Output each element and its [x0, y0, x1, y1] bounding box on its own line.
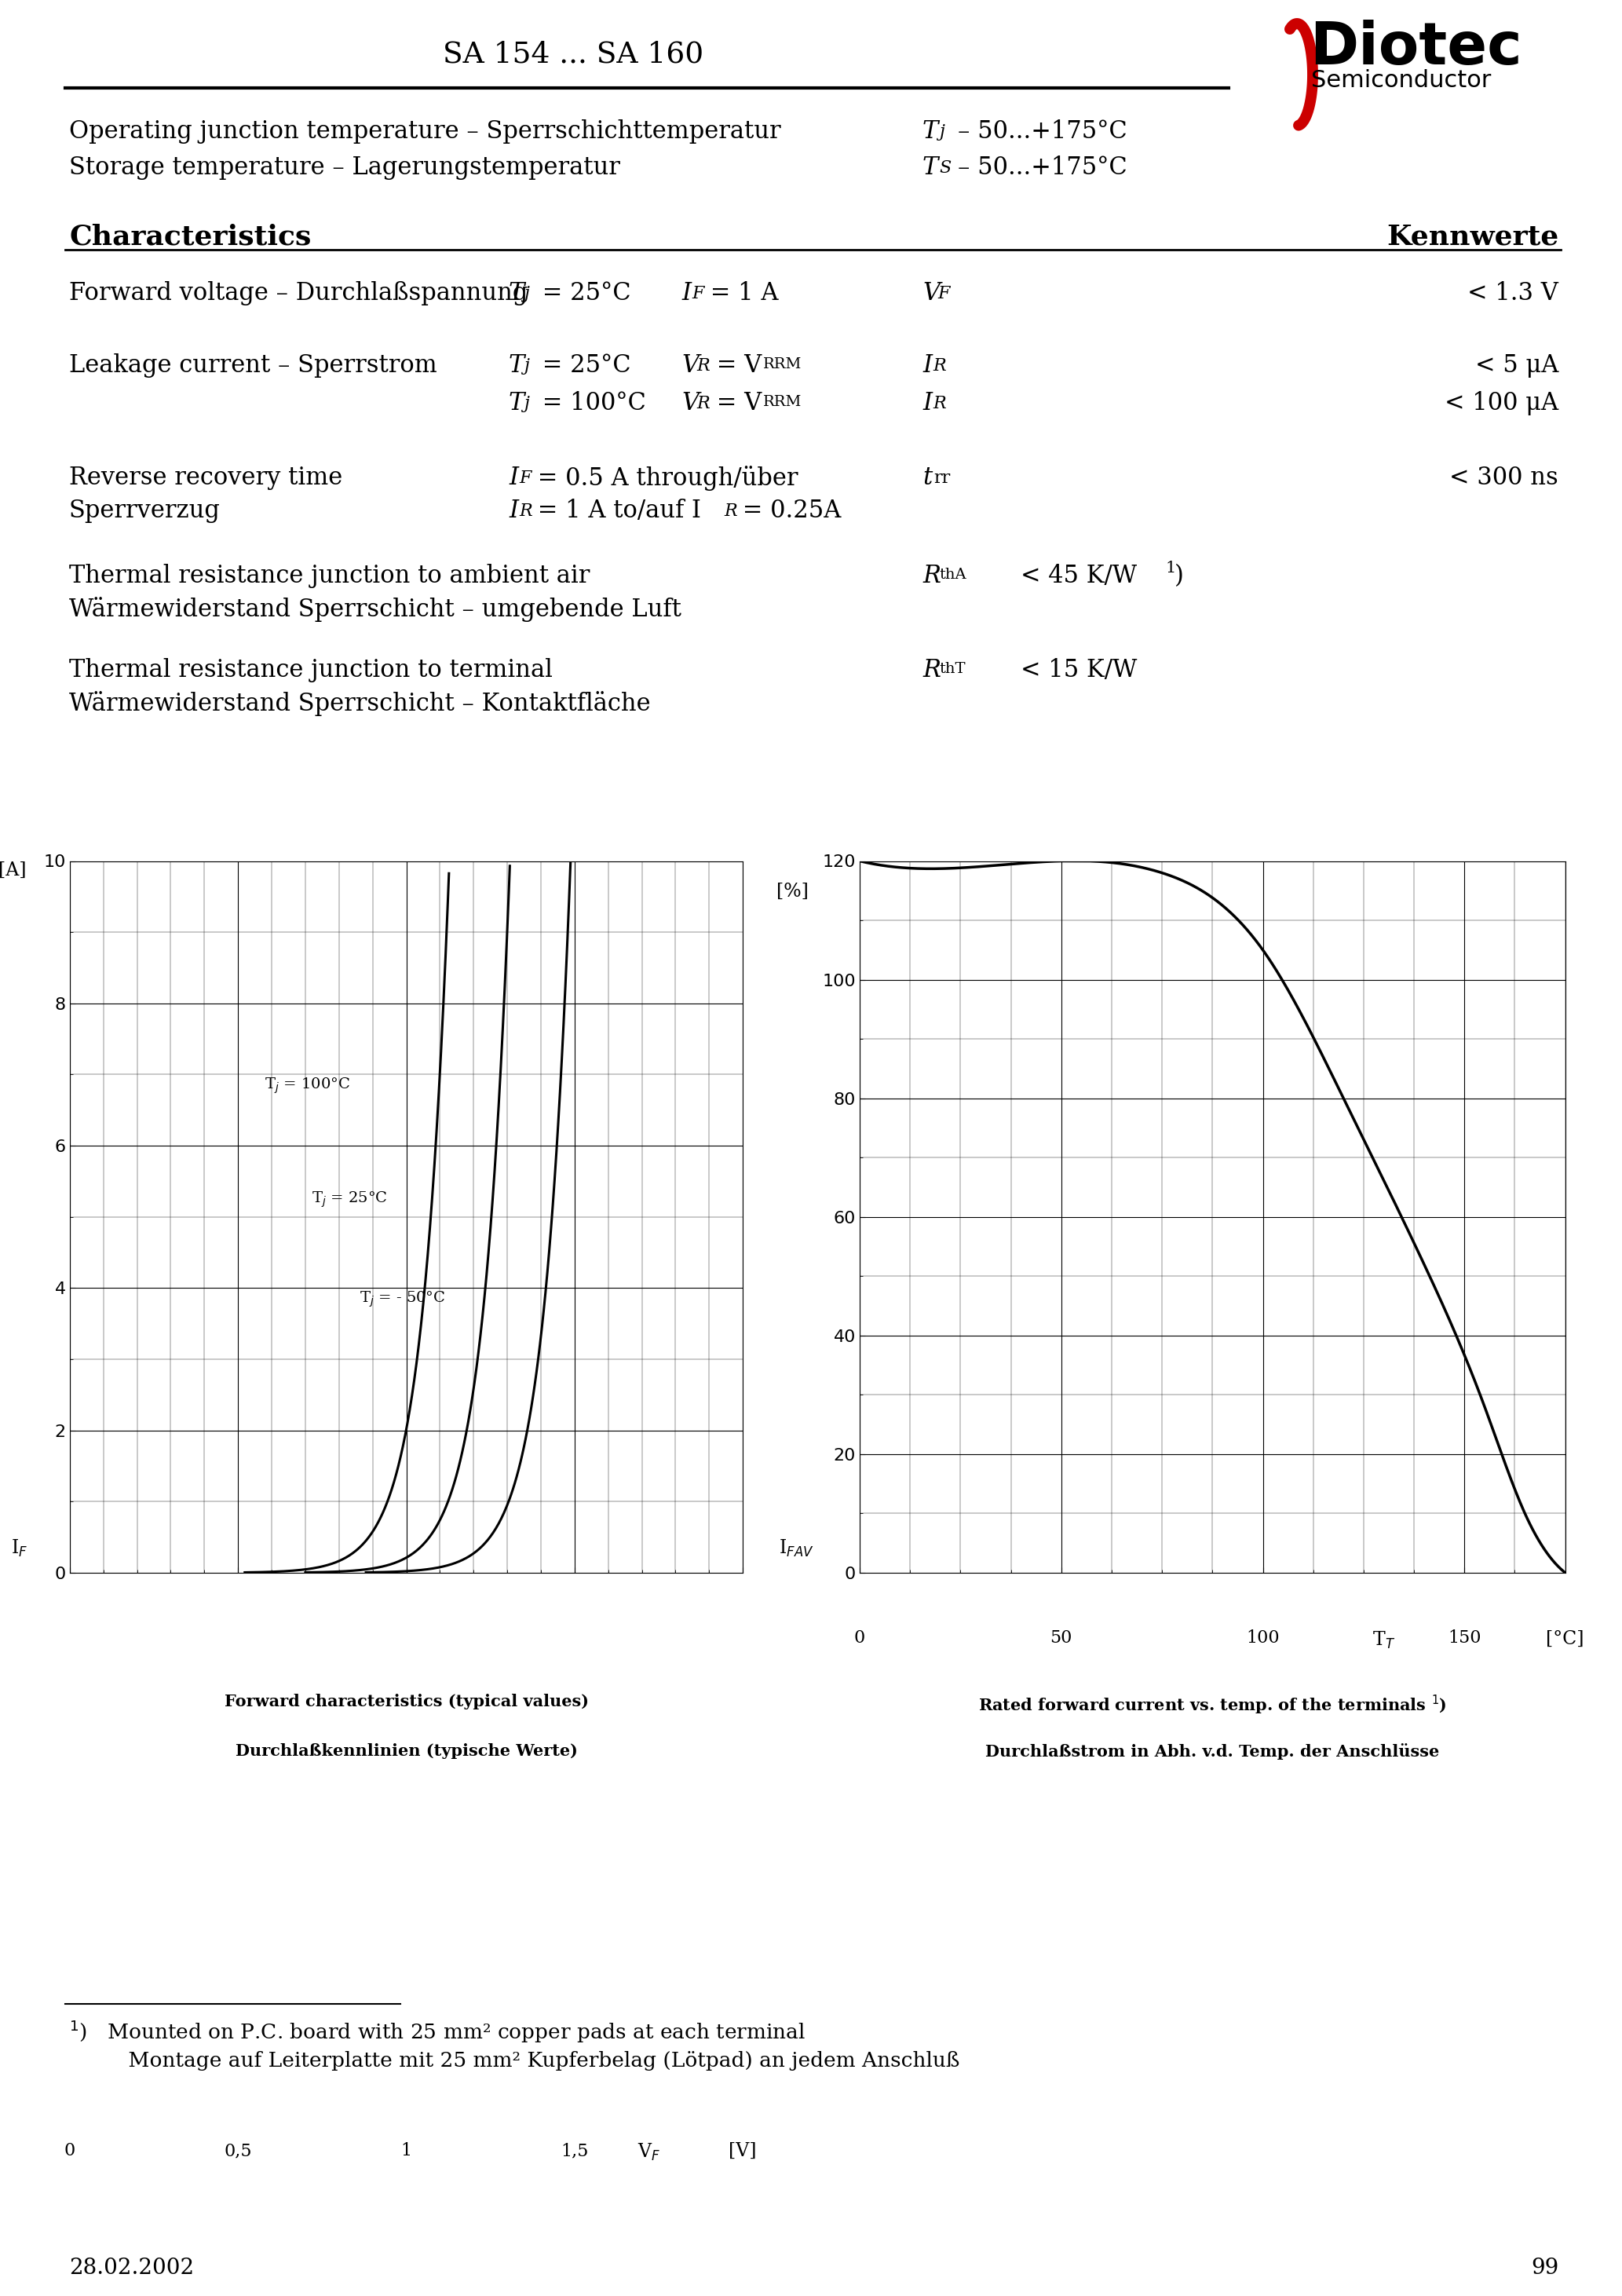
Text: = 1 A to/auf I: = 1 A to/auf I: [530, 498, 701, 523]
Text: T: T: [923, 156, 939, 179]
Text: F: F: [519, 471, 530, 487]
Text: RRM: RRM: [762, 358, 801, 372]
Text: Reverse recovery time: Reverse recovery time: [70, 466, 342, 489]
Text: = 25°C: = 25°C: [535, 354, 631, 379]
Text: = 100°C: = 100°C: [535, 390, 646, 416]
Text: Diotec: Diotec: [1309, 21, 1521, 78]
Text: 150: 150: [1448, 1630, 1481, 1646]
Text: Rated forward current vs. temp. of the terminals $^1$): Rated forward current vs. temp. of the t…: [978, 1694, 1447, 1717]
Text: j: j: [524, 395, 529, 413]
Text: < 100 μA: < 100 μA: [1445, 390, 1559, 416]
Text: 0: 0: [65, 2142, 75, 2161]
Text: T$_j$ = 100°C: T$_j$ = 100°C: [264, 1077, 350, 1095]
Text: 1: 1: [401, 2142, 412, 2161]
Text: [V]: [V]: [728, 2142, 757, 2161]
Text: j: j: [939, 124, 944, 140]
Text: S: S: [939, 158, 950, 177]
Text: I: I: [509, 466, 517, 489]
Text: Wärmewiderstand Sperrschicht – Kontaktfläche: Wärmewiderstand Sperrschicht – Kontaktfl…: [70, 691, 650, 716]
Text: thT: thT: [939, 661, 965, 675]
Text: 28.02.2002: 28.02.2002: [70, 2257, 195, 2278]
Text: Characteristics: Characteristics: [70, 223, 311, 250]
Text: t: t: [923, 466, 933, 489]
Text: $^1$)   Mounted on P.C. board with 25 mm² copper pads at each terminal: $^1$) Mounted on P.C. board with 25 mm² …: [70, 2018, 806, 2043]
Text: Wärmewiderstand Sperrschicht – umgebende Luft: Wärmewiderstand Sperrschicht – umgebende…: [70, 597, 681, 622]
Text: [A]: [A]: [0, 861, 26, 879]
Text: Durchlaßkennlinien (typische Werte): Durchlaßkennlinien (typische Werte): [235, 1743, 577, 1759]
Text: = V: = V: [709, 354, 762, 379]
Text: V$_F$: V$_F$: [637, 2142, 660, 2163]
Text: Forward characteristics (typical values): Forward characteristics (typical values): [224, 1694, 589, 1711]
Text: V: V: [923, 280, 939, 305]
Text: I: I: [923, 390, 933, 416]
Text: F: F: [691, 285, 704, 303]
Text: T$_T$: T$_T$: [1372, 1630, 1395, 1651]
Text: [°C]: [°C]: [1546, 1630, 1585, 1649]
Text: RRM: RRM: [762, 395, 801, 409]
Text: R: R: [696, 395, 709, 413]
Text: I: I: [681, 280, 691, 305]
Text: I$_{FAV}$: I$_{FAV}$: [779, 1538, 814, 1559]
Text: 0: 0: [855, 1630, 865, 1646]
Text: I: I: [509, 498, 517, 523]
Text: R: R: [923, 659, 941, 682]
Text: < 45 K/W: < 45 K/W: [1020, 565, 1137, 588]
Text: I: I: [923, 354, 933, 379]
Text: = 1 A: = 1 A: [702, 280, 779, 305]
Text: Montage auf Leiterplatte mit 25 mm² Kupferbelag (Lötpad) an jedem Anschluß: Montage auf Leiterplatte mit 25 mm² Kupf…: [70, 2050, 960, 2071]
Text: – 50...+175°C: – 50...+175°C: [959, 119, 1127, 145]
Text: thA: thA: [939, 567, 967, 581]
Text: < 300 ns: < 300 ns: [1450, 466, 1559, 489]
Text: T$_j$ = - 50°C: T$_j$ = - 50°C: [358, 1290, 444, 1309]
Text: Thermal resistance junction to terminal: Thermal resistance junction to terminal: [70, 659, 553, 682]
Text: I$_F$: I$_F$: [11, 1538, 28, 1559]
Text: < 5 μA: < 5 μA: [1474, 354, 1559, 379]
Text: ): ): [1174, 565, 1184, 588]
Text: 50: 50: [1049, 1630, 1072, 1646]
Text: Forward voltage – Durchlaßspannung: Forward voltage – Durchlaßspannung: [70, 280, 527, 305]
Text: Operating junction temperature – Sperrschichttemperatur: Operating junction temperature – Sperrsc…: [70, 119, 780, 145]
Text: T: T: [923, 119, 939, 145]
Text: T$_j$ = 25°C: T$_j$ = 25°C: [311, 1189, 388, 1210]
Text: R: R: [933, 395, 946, 413]
Text: Semiconductor: Semiconductor: [1311, 69, 1491, 92]
Text: = 25°C: = 25°C: [535, 280, 631, 305]
Text: R: R: [723, 503, 736, 519]
Text: T: T: [509, 280, 526, 305]
Text: 1: 1: [1165, 560, 1176, 576]
Text: Leakage current – Sperrstrom: Leakage current – Sperrstrom: [70, 354, 436, 379]
Text: R: R: [923, 565, 941, 588]
Text: j: j: [524, 358, 529, 374]
Text: [%]: [%]: [777, 882, 809, 900]
Text: j: j: [524, 285, 529, 303]
Text: < 15 K/W: < 15 K/W: [1020, 659, 1137, 682]
Text: F: F: [938, 285, 949, 303]
Text: – 50...+175°C: – 50...+175°C: [959, 156, 1127, 179]
Text: 1,5: 1,5: [561, 2142, 589, 2161]
Text: Durchlaßstrom in Abh. v.d. Temp. der Anschlüsse: Durchlaßstrom in Abh. v.d. Temp. der Ans…: [986, 1743, 1439, 1761]
Text: Thermal resistance junction to ambient air: Thermal resistance junction to ambient a…: [70, 565, 590, 588]
Text: < 1.3 V: < 1.3 V: [1468, 280, 1559, 305]
Text: V: V: [681, 390, 699, 416]
Text: = V: = V: [709, 390, 762, 416]
Text: T: T: [509, 354, 526, 379]
Text: 99: 99: [1531, 2257, 1559, 2278]
Text: SA 154 ... SA 160: SA 154 ... SA 160: [443, 41, 704, 69]
Text: Storage temperature – Lagerungstemperatur: Storage temperature – Lagerungstemperatu…: [70, 156, 620, 179]
Text: R: R: [696, 358, 709, 374]
Text: Kennwerte: Kennwerte: [1387, 223, 1559, 250]
Text: V: V: [681, 354, 699, 379]
Text: = 0.5 A through/über: = 0.5 A through/über: [530, 466, 798, 491]
Text: R: R: [519, 503, 532, 519]
Text: = 0.25A: = 0.25A: [735, 498, 842, 523]
Text: T: T: [509, 390, 526, 416]
Text: 100: 100: [1246, 1630, 1280, 1646]
Text: Sperrverzug: Sperrverzug: [70, 498, 221, 523]
Text: rr: rr: [934, 471, 950, 487]
Text: 0,5: 0,5: [224, 2142, 251, 2161]
Text: R: R: [933, 358, 946, 374]
